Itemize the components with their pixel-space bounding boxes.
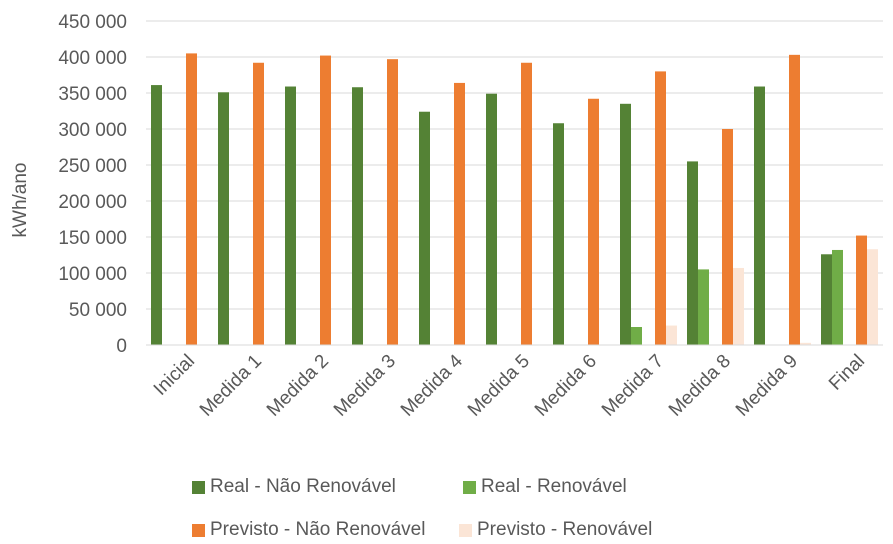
y-tick-label: 200 000 xyxy=(58,192,127,213)
bar xyxy=(387,59,398,345)
bar xyxy=(800,342,811,345)
x-tick-label: Medida 6 xyxy=(531,351,601,421)
y-tick-label: 150 000 xyxy=(58,228,127,249)
y-axis-ticks: 0 50 000 100 000 150 000 200 000 250 000 300 0… xyxy=(58,12,127,357)
bar xyxy=(521,62,532,345)
bar xyxy=(821,254,832,345)
bar xyxy=(856,235,867,345)
bar xyxy=(454,82,465,346)
bar xyxy=(666,325,677,345)
bar xyxy=(285,86,296,346)
x-tick-label: Medida 7 xyxy=(598,351,668,421)
bar xyxy=(655,71,666,346)
bar xyxy=(789,54,800,346)
bar xyxy=(352,87,363,346)
bar xyxy=(588,98,599,345)
x-tick-label: Final xyxy=(825,351,869,395)
bar xyxy=(553,123,564,346)
bar xyxy=(253,62,264,345)
x-tick-label: Inicial xyxy=(150,351,199,400)
y-tick-label: 0 xyxy=(116,336,127,357)
gridlines xyxy=(146,20,883,310)
y-tick-label: 100 000 xyxy=(58,264,127,285)
bar xyxy=(832,249,843,345)
bar xyxy=(698,269,709,345)
bar xyxy=(419,111,430,345)
bar xyxy=(486,93,497,345)
x-tick-label: Medida 8 xyxy=(665,351,735,421)
bar xyxy=(218,92,229,345)
y-tick-label: 50 000 xyxy=(69,300,127,321)
x-tick-label: Medida 3 xyxy=(330,351,400,421)
y-tick-label: 350 000 xyxy=(58,84,127,105)
y-tick-label: 250 000 xyxy=(58,156,127,177)
x-tick-label: Medida 9 xyxy=(732,351,802,421)
bar xyxy=(754,86,765,346)
y-tick-label: 400 000 xyxy=(58,48,127,69)
x-tick-label: Medida 4 xyxy=(397,350,467,420)
y-tick-label: 450 000 xyxy=(58,12,127,33)
bar xyxy=(687,161,698,345)
bar xyxy=(867,249,878,345)
bar xyxy=(151,85,162,345)
x-tick-label: Medida 5 xyxy=(464,351,534,421)
bar xyxy=(722,129,733,345)
bar xyxy=(186,53,197,346)
y-tick-label: 300 000 xyxy=(58,120,127,141)
bars xyxy=(151,53,878,346)
x-tick-label: Medida 2 xyxy=(263,351,333,421)
bar xyxy=(320,55,331,346)
bar xyxy=(733,267,744,345)
bar xyxy=(631,327,642,345)
y-axis-label: kWh/ano xyxy=(10,163,31,238)
x-tick-label: Medida 1 xyxy=(196,351,266,421)
bar xyxy=(620,103,631,345)
